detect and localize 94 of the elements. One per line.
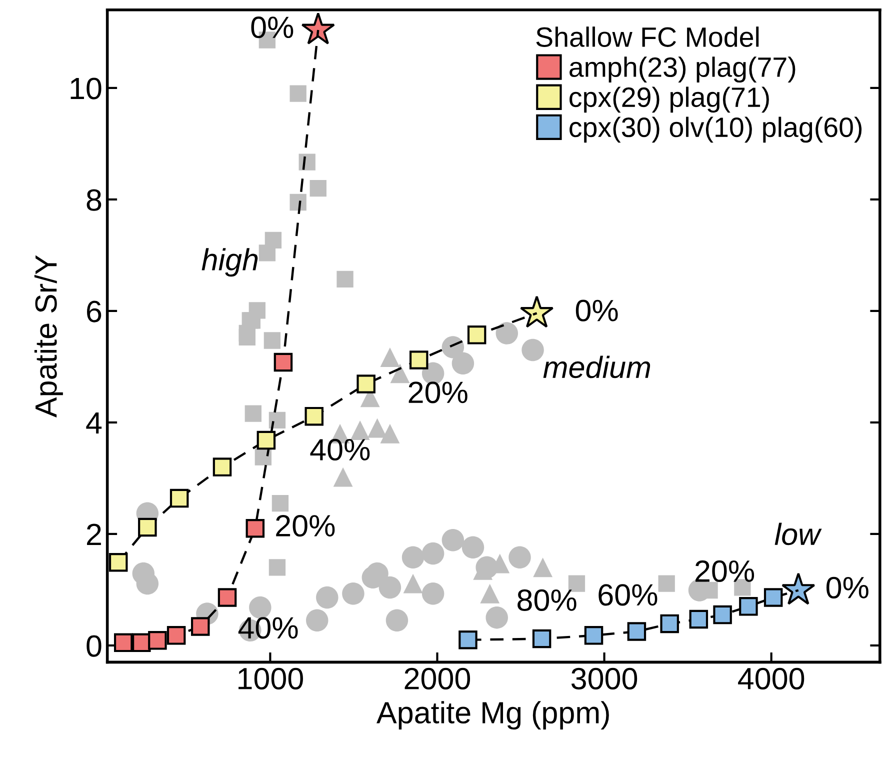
point (380, 348, 400, 367)
point (190, 617, 210, 636)
point (368, 418, 387, 438)
point (660, 614, 679, 634)
legend-title: Shallow FC Model (536, 26, 759, 47)
annotation: low (774, 522, 822, 546)
legend-label: amph(23) plag(77) (570, 56, 796, 83)
point (316, 586, 338, 609)
point (422, 542, 444, 565)
point (462, 536, 484, 558)
point (627, 622, 646, 641)
point (254, 448, 272, 466)
point (310, 180, 326, 197)
point (409, 350, 428, 370)
point (467, 326, 486, 344)
point (658, 575, 675, 592)
annotation: 0% (826, 576, 868, 598)
point (333, 467, 353, 487)
annotation: 80% (518, 589, 576, 611)
point (268, 559, 286, 576)
point (238, 328, 256, 346)
point (148, 631, 167, 650)
x-axis-title: Apatite Mg (ppm) (376, 701, 609, 730)
point (256, 430, 276, 450)
point (304, 406, 324, 426)
y-tick-label: 8 (86, 189, 102, 211)
point (246, 519, 265, 538)
y-tick-label: 2 (87, 524, 101, 546)
point (290, 194, 306, 211)
point (689, 610, 708, 629)
point (342, 582, 364, 605)
point (764, 588, 783, 607)
y-tick-label: 10 (70, 78, 102, 100)
point (244, 405, 262, 422)
point (508, 546, 531, 568)
point (290, 85, 306, 102)
annotation: high (202, 248, 258, 277)
point (402, 546, 424, 568)
point (403, 574, 423, 594)
point (486, 606, 508, 629)
x-tick-label: 4000 (738, 668, 804, 690)
point (170, 488, 189, 508)
point (378, 576, 402, 599)
point (522, 338, 544, 362)
point (108, 553, 128, 572)
annotation: 60% (598, 584, 658, 606)
point (272, 494, 289, 512)
point (380, 424, 400, 444)
point (138, 518, 157, 537)
point (532, 629, 552, 648)
point (496, 322, 518, 344)
legend-label: cpx(29) plag(71) (570, 86, 769, 113)
point (458, 630, 478, 650)
annotation: 0% (576, 300, 618, 322)
point (713, 605, 732, 624)
point (739, 597, 758, 616)
point (533, 558, 553, 578)
annotation: 40% (310, 438, 370, 461)
point (442, 336, 464, 358)
point (306, 609, 328, 632)
point (268, 412, 286, 429)
point (249, 596, 272, 619)
point (264, 332, 281, 349)
point (258, 244, 276, 262)
point (218, 588, 237, 607)
point (480, 584, 500, 604)
annotation: 20% (408, 382, 468, 404)
y-tick-label: 0 (86, 635, 102, 657)
point (452, 352, 474, 374)
annotation: medium (543, 356, 650, 378)
point (274, 352, 293, 372)
annotation: 0% (251, 16, 294, 38)
annotation: 20% (696, 560, 754, 582)
y-axis-title: Apatite Sr/Y (34, 255, 63, 418)
x-tick-label: 2000 (404, 668, 470, 690)
point (166, 626, 186, 645)
point (212, 458, 232, 476)
point (442, 528, 464, 552)
x-tick-label: 1000 (238, 668, 303, 690)
legend-label: cpx(30) olv(10) plag(60) (570, 116, 862, 143)
annotation: 40% (238, 617, 298, 639)
point (584, 626, 604, 645)
annotation: 20% (276, 514, 335, 537)
y-tick-label: 6 (87, 300, 102, 322)
point (390, 364, 410, 384)
point (356, 374, 376, 394)
y-tick-label: 4 (86, 412, 102, 434)
point (350, 420, 370, 440)
point (114, 633, 133, 652)
x-tick-label: 3000 (571, 668, 638, 690)
point (301, 12, 336, 45)
point (386, 609, 408, 632)
point (336, 270, 354, 288)
point (422, 582, 444, 605)
